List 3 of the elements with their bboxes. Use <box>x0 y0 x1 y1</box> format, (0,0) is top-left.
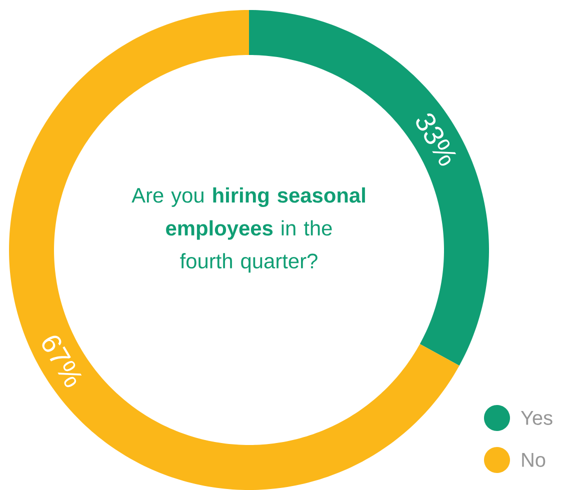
legend-label: Yes <box>520 411 552 425</box>
text: Are you hiring seasonal employees in the fourth quarter? <box>132 187 365 273</box>
legend-label: No <box>522 453 546 467</box>
